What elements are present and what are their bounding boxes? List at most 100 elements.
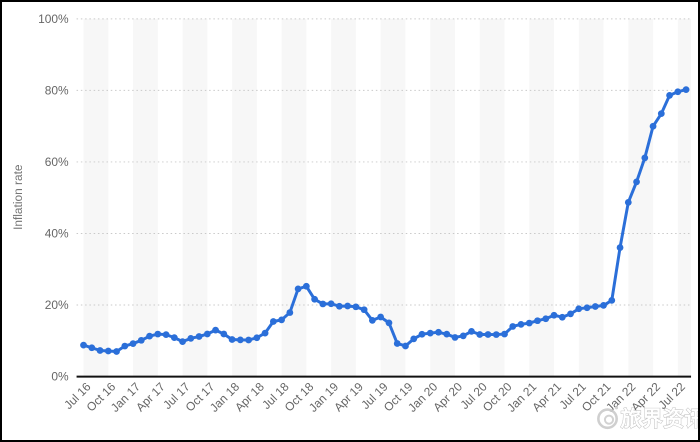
data-point[interactable] (220, 330, 228, 338)
plot-band (430, 18, 455, 377)
data-point[interactable] (245, 336, 252, 344)
data-point[interactable] (80, 341, 87, 349)
data-point[interactable] (674, 88, 682, 96)
data-point[interactable] (657, 110, 665, 118)
data-point[interactable] (286, 309, 294, 316)
data-point[interactable] (319, 300, 327, 308)
plot-band (380, 18, 406, 377)
data-point[interactable] (484, 331, 492, 338)
data-point[interactable] (335, 302, 343, 310)
data-point[interactable] (344, 302, 351, 310)
data-point[interactable] (443, 330, 451, 338)
data-point[interactable] (534, 317, 541, 325)
data-point[interactable] (459, 332, 467, 340)
data-point[interactable] (649, 122, 657, 130)
data-point[interactable] (393, 340, 401, 347)
data-point[interactable] (517, 320, 525, 328)
data-point[interactable] (302, 282, 310, 290)
data-point[interactable] (195, 333, 203, 340)
watermark-logo-spark-icon (614, 406, 619, 410)
data-point[interactable] (616, 244, 624, 251)
x-tick-label: Apr 19 (331, 379, 366, 414)
y-tick-label: 20% (45, 298, 69, 312)
data-point[interactable] (311, 295, 318, 303)
data-point[interactable] (137, 336, 145, 344)
data-point[interactable] (666, 91, 673, 99)
data-point[interactable] (170, 334, 178, 342)
data-point[interactable] (583, 304, 591, 312)
data-point[interactable] (294, 285, 302, 293)
data-point[interactable] (542, 315, 550, 323)
data-point[interactable] (641, 154, 649, 162)
data-point[interactable] (600, 302, 607, 309)
data-point[interactable] (96, 347, 104, 354)
data-point[interactable] (228, 336, 236, 343)
data-point[interactable] (253, 334, 261, 342)
data-point[interactable] (368, 317, 376, 324)
data-point[interactable] (591, 303, 599, 310)
data-point[interactable] (236, 336, 244, 344)
data-point[interactable] (352, 303, 360, 311)
x-tick-label: Apr 17 (133, 379, 168, 414)
data-point[interactable] (410, 335, 418, 343)
data-point[interactable] (377, 313, 385, 321)
data-point[interactable] (426, 329, 434, 337)
y-tick-label: 60% (45, 155, 69, 169)
watermark-text: 旅界资讯 (620, 407, 698, 431)
x-tick-label: Jul 22 (655, 379, 688, 412)
data-point[interactable] (261, 329, 269, 337)
data-point[interactable] (104, 347, 112, 355)
data-point[interactable] (154, 330, 162, 338)
data-point[interactable] (88, 344, 96, 352)
data-point[interactable] (682, 86, 690, 93)
data-point[interactable] (451, 334, 459, 341)
data-point[interactable] (567, 310, 574, 318)
plot-band (578, 18, 604, 377)
data-point[interactable] (360, 306, 368, 314)
plot-band (182, 18, 208, 377)
data-point[interactable] (162, 331, 170, 339)
data-point[interactable] (492, 331, 500, 338)
plot-band (331, 18, 356, 377)
data-point[interactable] (179, 338, 186, 345)
data-point[interactable] (269, 318, 277, 325)
y-axis-title: Inflation rate (11, 164, 25, 230)
data-point[interactable] (525, 319, 533, 327)
data-point[interactable] (187, 334, 195, 342)
data-point[interactable] (212, 326, 219, 334)
plot-band (628, 18, 654, 377)
x-tick-label: Apr 18 (232, 379, 267, 414)
data-point[interactable] (402, 342, 409, 350)
plot-band (479, 18, 505, 377)
data-point[interactable] (509, 323, 517, 330)
data-point[interactable] (558, 313, 566, 321)
plot-band (133, 18, 158, 377)
data-point[interactable] (550, 311, 558, 319)
y-tick-label: 0% (51, 370, 69, 384)
data-point[interactable] (418, 330, 426, 338)
data-point[interactable] (575, 305, 583, 313)
data-point[interactable] (146, 332, 153, 340)
data-point[interactable] (435, 328, 442, 336)
data-point[interactable] (608, 297, 616, 304)
x-tick-label: Apr 20 (430, 379, 465, 414)
data-point[interactable] (501, 330, 508, 338)
watermark-logo-icon (597, 408, 618, 430)
data-point[interactable] (624, 199, 632, 206)
watermark-logo-inner-icon (603, 414, 615, 425)
data-point[interactable] (129, 340, 137, 347)
data-point[interactable] (476, 331, 484, 338)
plot-band (232, 18, 257, 377)
data-point[interactable] (385, 319, 393, 327)
data-point[interactable] (121, 342, 129, 350)
data-point[interactable] (203, 330, 211, 338)
data-point[interactable] (327, 300, 335, 308)
plot-band (281, 18, 307, 377)
x-tick-label: Apr 21 (529, 379, 564, 414)
data-point[interactable] (278, 316, 285, 324)
data-point[interactable] (113, 348, 120, 355)
data-point[interactable] (633, 178, 640, 186)
data-point[interactable] (468, 328, 475, 335)
